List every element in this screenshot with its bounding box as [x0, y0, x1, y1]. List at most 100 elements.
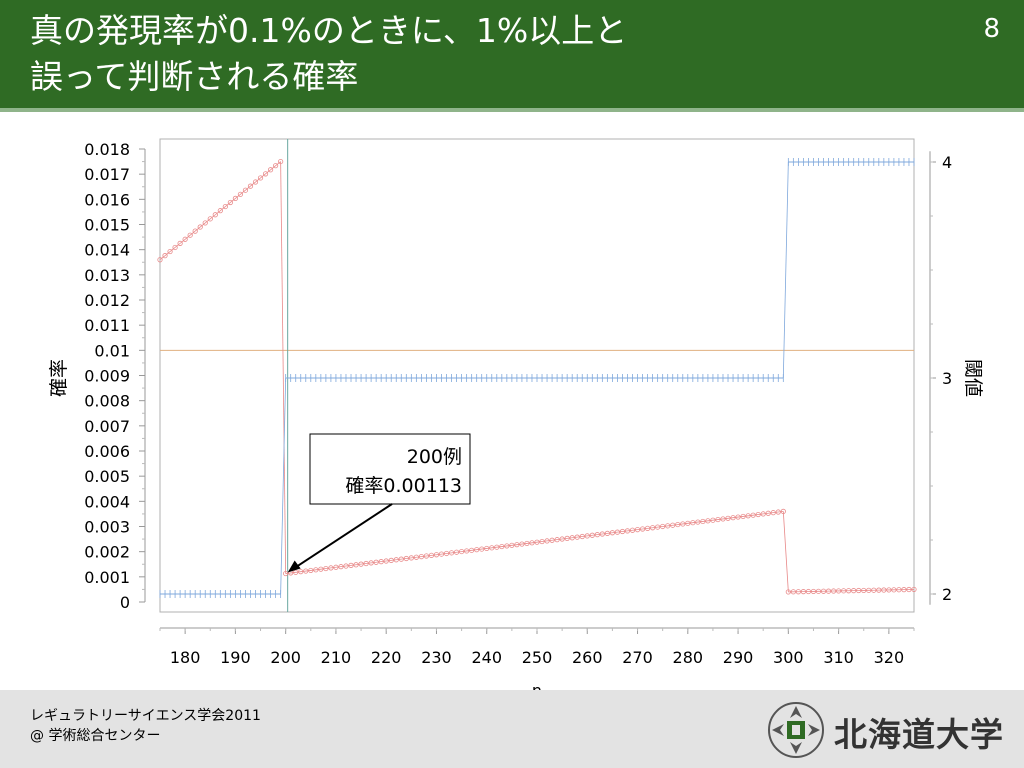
probability-point: [474, 547, 480, 553]
probability-point: [192, 228, 198, 234]
probability-point: [418, 554, 424, 560]
y-left-tick-label: 0.001: [84, 568, 130, 587]
probability-point: [735, 514, 741, 520]
probability-point: [499, 543, 505, 550]
probability-point: [298, 569, 304, 575]
page-number: 8: [983, 14, 1000, 44]
probability-point: [815, 588, 822, 594]
probability-point: [232, 195, 238, 201]
y-left-tick-label: 0.018: [84, 140, 130, 159]
probability-point: [383, 558, 389, 564]
probability-point: [825, 588, 832, 594]
probability-point: [876, 587, 882, 593]
probability-point: [494, 544, 500, 550]
y-left-axis-label: 確率: [48, 359, 70, 397]
probability-point: [428, 552, 435, 558]
probability-point: [775, 509, 781, 515]
probability-point: [403, 555, 409, 562]
probability-point: [549, 537, 555, 543]
y-left-tick-label: 0.01: [94, 341, 130, 360]
y-left-tick-label: 0.014: [84, 241, 130, 260]
probability-point: [851, 588, 857, 594]
y-left-tick-label: 0: [120, 593, 130, 612]
probability-point: [222, 203, 228, 210]
probability-point: [760, 511, 766, 517]
probability-point: [589, 532, 595, 538]
y-left-tick-label: 0.006: [84, 442, 130, 461]
probability-point: [830, 588, 837, 594]
y-right-tick-label: 3: [942, 369, 952, 388]
probability-point: [323, 565, 329, 572]
x-tick-label: 190: [220, 648, 251, 667]
probability-point: [273, 163, 279, 169]
probability-point: [846, 588, 852, 594]
probability-point: [398, 556, 404, 562]
probability-point: [157, 257, 163, 263]
probability-point: [629, 527, 636, 533]
probability-point: [539, 538, 545, 545]
probability-point: [469, 547, 475, 553]
probability-point: [705, 518, 711, 524]
probability-point: [564, 535, 570, 541]
probability-point: [262, 171, 269, 177]
x-tick-label: 260: [572, 648, 603, 667]
probability-point: [303, 568, 309, 574]
y-right-tick-label: 4: [942, 153, 952, 172]
probability-point: [252, 179, 259, 185]
x-tick-label: 220: [371, 648, 402, 667]
y-left-tick-label: 0.017: [84, 165, 130, 184]
probability-point: [524, 540, 530, 547]
y-left-tick-label: 0.004: [84, 492, 130, 511]
x-tick-label: 230: [421, 648, 452, 667]
probability-point: [690, 520, 696, 526]
probability-point: [609, 530, 616, 536]
y-left-tick-label: 0.009: [84, 367, 130, 386]
x-tick-label: 200: [270, 648, 301, 667]
probability-point: [242, 187, 249, 193]
probability-point: [443, 550, 450, 557]
probability-point: [559, 536, 565, 542]
university-logo-text: 北海道大学: [834, 715, 1004, 754]
probability-point: [237, 191, 244, 197]
probability-point: [685, 520, 691, 526]
probability-point: [554, 537, 560, 543]
x-tick-label: 280: [673, 648, 704, 667]
slide-header: 真の発現率が0.1%のときに、1%以上と 誤って判断される確率 8: [0, 0, 1024, 108]
y-left-tick-label: 0.012: [84, 291, 130, 310]
probability-point: [584, 533, 590, 539]
probability-point: [479, 546, 485, 552]
probability-point: [650, 525, 656, 531]
probability-point: [911, 586, 917, 593]
probability-point: [373, 559, 379, 565]
y-left-tick-label: 0.013: [84, 266, 130, 285]
probability-point: [267, 167, 274, 173]
probability-point: [257, 175, 264, 181]
probability-point: [504, 543, 510, 549]
x-axis-label: n: [532, 681, 542, 690]
probability-point: [217, 208, 223, 214]
probability-point: [413, 554, 419, 560]
x-tick-label: 240: [471, 648, 502, 667]
probability-point: [519, 541, 525, 547]
probability-point: [720, 516, 726, 522]
probability-point: [368, 560, 374, 566]
probability-point: [172, 244, 178, 251]
probability-point: [514, 542, 520, 548]
probability-point: [393, 557, 399, 563]
probability-point: [680, 521, 686, 527]
probability-series-connector: [280, 161, 287, 574]
y-left-tick-label: 0.015: [84, 216, 130, 235]
probability-point: [353, 562, 359, 568]
probability-point: [247, 183, 254, 189]
probability-point: [328, 565, 334, 571]
x-tick-label: 180: [170, 648, 201, 667]
probability-point: [820, 588, 827, 594]
probability-point: [318, 566, 324, 572]
probability-point: [901, 587, 907, 593]
probability-point: [745, 513, 751, 519]
probability-point: [202, 220, 208, 226]
x-tick-label: 210: [321, 648, 352, 667]
probability-series-connector: [782, 511, 789, 592]
annotation-box: [309, 433, 471, 505]
probability-point: [750, 512, 756, 518]
